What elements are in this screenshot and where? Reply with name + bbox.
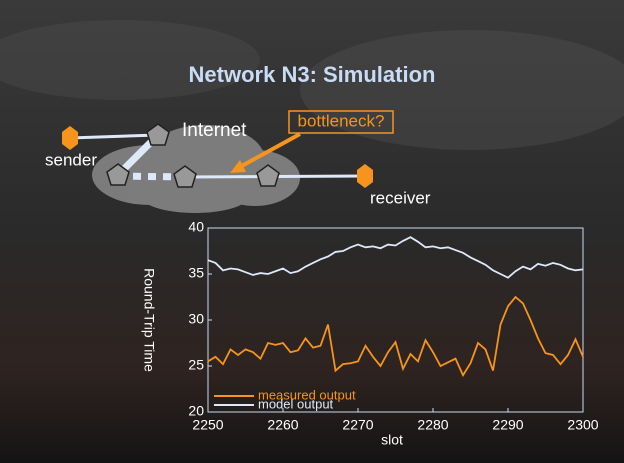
x-axis-label: slot (381, 432, 403, 448)
bottleneck-label: bottleneck? (298, 111, 385, 130)
cloud-texture (0, 20, 260, 100)
internet-cloud (92, 125, 300, 213)
x-tick-label: 2250 (192, 417, 223, 433)
series-line (207, 236, 584, 279)
series-line (207, 295, 584, 378)
y-tick-label: 20 (188, 403, 204, 419)
slide-title: Network N3: Simulation (189, 62, 436, 87)
arrow-head (230, 160, 246, 173)
x-tick-label: 2260 (267, 417, 298, 433)
link (117, 172, 186, 181)
router (106, 163, 130, 186)
router (256, 164, 280, 187)
x-tick-label: 2270 (342, 417, 373, 433)
internet-label: Internet (182, 120, 247, 141)
y-axis-label: Round-Trip Time (141, 268, 157, 372)
link (69, 133, 159, 140)
x-tick-label: 2290 (492, 417, 523, 433)
legend-label: measured output (258, 387, 356, 402)
x-tick-label: 2280 (417, 417, 448, 433)
y-tick-label: 25 (188, 357, 204, 373)
arrow (237, 132, 301, 170)
router (146, 123, 170, 146)
y-tick-label: 35 (188, 265, 204, 281)
x-tick-label: 2300 (567, 417, 598, 433)
sender-node (62, 126, 78, 150)
y-tick-label: 30 (188, 311, 204, 327)
bottleneck-box (288, 110, 394, 134)
cloud-texture (300, 30, 624, 150)
router (173, 165, 197, 188)
receiver-label: receiver (370, 188, 431, 207)
y-tick-label: 40 (188, 219, 204, 235)
legend-label: model output (258, 396, 334, 411)
receiver-node (357, 164, 373, 188)
sender-label: sender (45, 150, 97, 169)
